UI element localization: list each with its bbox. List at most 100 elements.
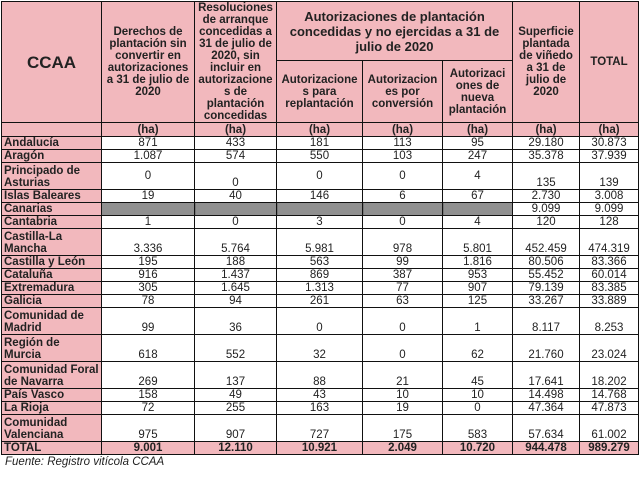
cell-hatched [276,202,363,216]
cell-value: 19 [101,189,195,203]
table-row: Comunidad Foral de Navarra 269 137 88 21 45 17… [1,361,640,389]
row-name: Aragón [1,149,102,163]
cell-value: 9.099 [512,202,581,216]
cell-value: 0 [276,162,363,190]
unit-empty [1,122,102,137]
cell-value: 0 [276,307,363,335]
cell-value: 10 [441,388,514,402]
cell-value: 47.873 [579,401,640,415]
cell-value: 907 [441,281,514,295]
cell-value: 67 [441,189,514,203]
header-ccaa: CCAA [1,1,102,123]
cell-value: 12.110 [194,441,277,455]
cell-value: 1.437 [194,268,277,282]
row-name: Comunidad de Madrid [1,307,102,335]
row-name: Castilla y León [1,255,102,269]
header-derechos: Derechos de plantación sin convertir en … [101,1,195,123]
cell-value: 37.939 [579,149,640,163]
cell-value: 77 [362,281,443,295]
cell-value: 1 [441,307,514,335]
header-total: TOTAL [579,1,640,123]
cell-value: 9.099 [579,202,640,216]
row-name: Comunidad Valenciana [1,414,102,442]
footnote: Fuente: Registro vitícola CCAA [5,456,165,468]
table-row: Islas Baleares 19 40 146 6 67 2.730 3.008 [1,189,640,203]
cell-value: 550 [276,149,363,163]
table-row: Cantabria 1 0 3 0 4 120 128 [1,215,640,229]
cell-value: 78 [101,294,195,308]
cell-value: 63 [362,294,443,308]
cell-value: 29.180 [512,136,581,150]
cell-value: 17.641 [512,361,581,389]
cell-value: 0 [362,215,443,229]
cell-value: 387 [362,268,443,282]
table-row: Canarias 9.099 9.099 [1,202,640,216]
cell-value: 88 [276,361,363,389]
cell-value: 14.768 [579,388,640,402]
cell-value: 195 [101,255,195,269]
table-row: Extremadura 305 1.645 1.313 77 907 79.139 83.38… [1,281,640,295]
cell-value: 47.364 [512,401,581,415]
cell-value: 953 [441,268,514,282]
cell-value: 99 [101,307,195,335]
cell-value: 269 [101,361,195,389]
row-name: Extremadura [1,281,102,295]
cell-value: 40 [194,189,277,203]
cell-value: 21 [362,361,443,389]
cell-value: 79.139 [512,281,581,295]
row-name: Islas Baleares [1,189,102,203]
cell-value: 139 [579,162,640,190]
cell-value: 10.921 [276,441,363,455]
cell-value: 163 [276,401,363,415]
cell-value: 60.014 [579,268,640,282]
table-row: Andalucía 871 433 181 113 95 29.180 30.873 [1,136,640,150]
row-name: Principado de Asturias [1,162,102,190]
header-replantacion: Autorizacione s para replantación [276,60,363,123]
header-resoluciones: Resoluciones de arranque concedidas a 31… [194,1,277,123]
cell-value: 99 [362,255,443,269]
table-row: Región de Murcia 618 552 32 0 62 21.760 23.024 [1,334,640,362]
header-group-autorizaciones: Autorizaciones de plantación concedidas … [275,0,514,62]
cell-value: 128 [579,215,640,229]
cell-value: 452.459 [512,228,581,256]
cell-value: 871 [101,136,195,150]
cell-value: 14.498 [512,388,581,402]
cell-value: 94 [194,294,277,308]
cell-value: 125 [441,294,514,308]
cell-value: 2.049 [362,441,443,455]
cell-value: 175 [362,414,443,442]
cell-value: 43 [276,388,363,402]
cell-value: 474.319 [579,228,640,256]
cell-value: 9.001 [101,441,195,455]
row-name: Comunidad Foral de Navarra [1,361,102,389]
row-name: Región de Murcia [1,334,102,362]
cell-value: 146 [276,189,363,203]
row-name: Galicia [1,294,102,308]
cell-value: 5.801 [441,228,514,256]
cell-value: 563 [276,255,363,269]
table-row: Galicia 78 94 261 63 125 33.267 33.889 [1,294,640,308]
row-name: Cantabria [1,215,102,229]
cell-value: 95 [441,136,514,150]
cell-value: 989.279 [579,441,640,455]
cell-value: 10.720 [441,441,514,455]
cell-value: 8.117 [512,307,581,335]
vineyard-table: CCAA Derechos de plantación sin converti… [1,0,640,455]
row-name: Andalucía [1,136,102,150]
cell-value: 975 [101,414,195,442]
cell-hatched [441,202,514,216]
cell-value: 188 [194,255,277,269]
cell-value: 944.478 [512,441,581,455]
cell-value: 574 [194,149,277,163]
row-name: País Vasco [1,388,102,402]
cell-value: 6 [362,189,443,203]
unit-label: (ha) [362,122,443,137]
cell-value: 1.087 [101,149,195,163]
cell-value: 255 [194,401,277,415]
cell-value: 433 [194,136,277,150]
cell-value: 3.336 [101,228,195,256]
cell-value: 61.002 [579,414,640,442]
table-row: Aragón 1.087 574 550 103 247 35.378 37.939 [1,149,640,163]
cell-value: 135 [512,162,581,190]
cell-hatched [101,202,195,216]
